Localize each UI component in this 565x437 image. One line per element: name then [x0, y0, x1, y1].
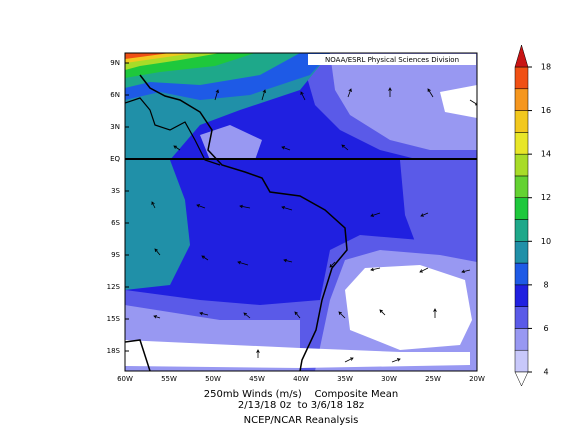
lon-label: 60W: [117, 375, 133, 383]
lat-label: 6S: [111, 219, 120, 227]
lat-label: 18S: [107, 347, 121, 355]
colorbar-band: [514, 153, 529, 177]
wind-arrow: [214, 89, 220, 101]
wind-arrow: [433, 308, 437, 318]
colorbar-label: 10: [541, 237, 551, 246]
wind-arrow: [153, 315, 161, 319]
colorbar-band: [514, 219, 529, 242]
colorbar-label: 14: [541, 150, 551, 159]
wind-arrow: [199, 311, 209, 316]
colorbar-band: [514, 175, 529, 198]
colorbar-over: [514, 44, 529, 68]
colorbar-label: 18: [541, 63, 551, 72]
colorbar-under: [514, 371, 529, 387]
lat-label: 15S: [107, 315, 121, 323]
colorbar-band: [514, 241, 529, 264]
colorbar-band: [514, 132, 529, 155]
lat-label: 3S: [111, 187, 120, 195]
lat-label: 3N: [110, 123, 120, 131]
lat-label: 12S: [107, 283, 121, 291]
wind-arrow: [281, 146, 291, 151]
colorbar-label: 6: [543, 324, 548, 333]
wind-arrow: [420, 212, 429, 217]
contour-field: [125, 53, 477, 371]
wind-arrow: [196, 204, 206, 209]
colorbar-band: [514, 328, 529, 351]
wind-arrow: [173, 145, 181, 151]
lon-label: 35W: [337, 375, 353, 383]
lat-label: 9S: [111, 251, 120, 259]
wind-arrow: [370, 267, 381, 272]
colorbar-label: 4: [543, 368, 548, 377]
lat-label: 6N: [110, 91, 120, 99]
wind-arrow: [461, 269, 471, 274]
caption: 250mb Winds (m/s) Composite Mean: [204, 389, 399, 400]
wind-arrow: [341, 144, 349, 151]
colorbar-label: 8: [543, 280, 548, 289]
wind-arrow: [419, 267, 429, 273]
source-label: NOAA/ESRL Physical Sciences Division: [325, 56, 459, 64]
wind-arrow: [427, 88, 434, 98]
wind-arrow: [256, 349, 260, 358]
lon-label: 45W: [249, 375, 265, 383]
caption: 2/13/18 0z to 3/6/18 18z: [238, 400, 364, 411]
colorbar-label: 12: [541, 193, 551, 202]
wind-arrow: [294, 311, 301, 319]
colorbar-band: [514, 262, 529, 286]
source-box: [308, 54, 476, 65]
wind-arrow: [347, 88, 352, 98]
wind-arrow: [283, 258, 293, 263]
wind-arrow: [379, 309, 386, 316]
lon-label: 40W: [293, 375, 309, 383]
lat-label: 9N: [110, 59, 120, 67]
wind-arrow: [281, 205, 293, 211]
lon-label: 55W: [161, 375, 177, 383]
colorbar-band: [514, 349, 529, 373]
wind-arrow: [329, 261, 336, 268]
wind-arrow: [261, 89, 267, 101]
wind-arrow: [370, 212, 381, 217]
colorbar-band: [514, 197, 529, 220]
wind-arrow: [388, 87, 392, 97]
lon-label: 50W: [205, 375, 221, 383]
wind-arrow: [338, 311, 346, 319]
lon-label: 30W: [381, 375, 397, 383]
wind-arrow: [154, 248, 161, 256]
wind-arrow: [344, 357, 354, 363]
wind-arrow: [391, 358, 401, 363]
wind-arrow: [243, 312, 251, 319]
wind-arrow: [239, 204, 251, 209]
colorbar-band: [514, 306, 529, 329]
colorbar-band: [514, 284, 529, 307]
lat-label: EQ: [110, 155, 120, 163]
colorbar-band: [514, 66, 529, 90]
colorbar-label: 16: [541, 106, 551, 115]
wind-arrow: [151, 201, 156, 209]
wind-arrow: [201, 255, 209, 261]
colorbar-band: [514, 110, 529, 133]
caption: NCEP/NCAR Reanalysis: [244, 415, 359, 426]
lon-label: 20W: [469, 375, 485, 383]
colorbar-band: [514, 88, 529, 111]
wind-arrow: [300, 91, 306, 101]
plot-frame: [124, 52, 478, 372]
lon-label: 25W: [425, 375, 441, 383]
wind-arrow: [237, 260, 249, 266]
